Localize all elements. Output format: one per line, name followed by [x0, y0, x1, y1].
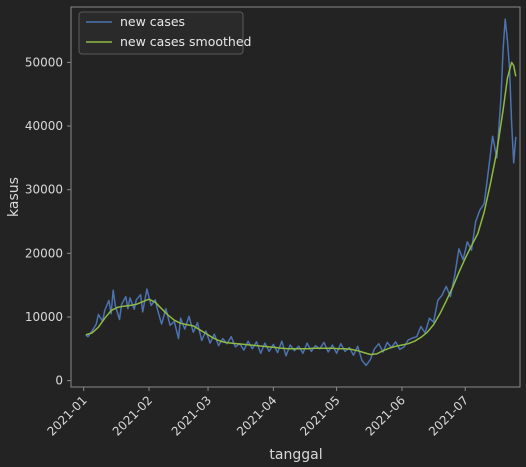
plot-area	[70, 6, 521, 388]
y-tick-label: 10000	[25, 310, 63, 324]
series-layer	[85, 18, 517, 367]
series-line-new-cases-smoothed	[85, 61, 517, 356]
y-tick-label: 30000	[25, 183, 63, 197]
y-tick-label: 0	[55, 374, 63, 388]
legend-label-new-cases: new cases	[120, 14, 185, 29]
y-tick-label: 40000	[25, 119, 63, 133]
x-axis-label: tanggal	[269, 447, 322, 463]
y-tick-label: 50000	[25, 55, 63, 69]
y-axis-ticks: 0 10000 20000 30000 40000 50000	[25, 55, 71, 388]
legend-box	[78, 11, 244, 55]
y-axis-label: kasus	[6, 177, 22, 217]
legend: new cases new cases smoothed	[78, 11, 251, 55]
y-tick-label: 20000	[25, 246, 63, 260]
legend-label-new-cases-smoothed: new cases smoothed	[120, 34, 251, 49]
